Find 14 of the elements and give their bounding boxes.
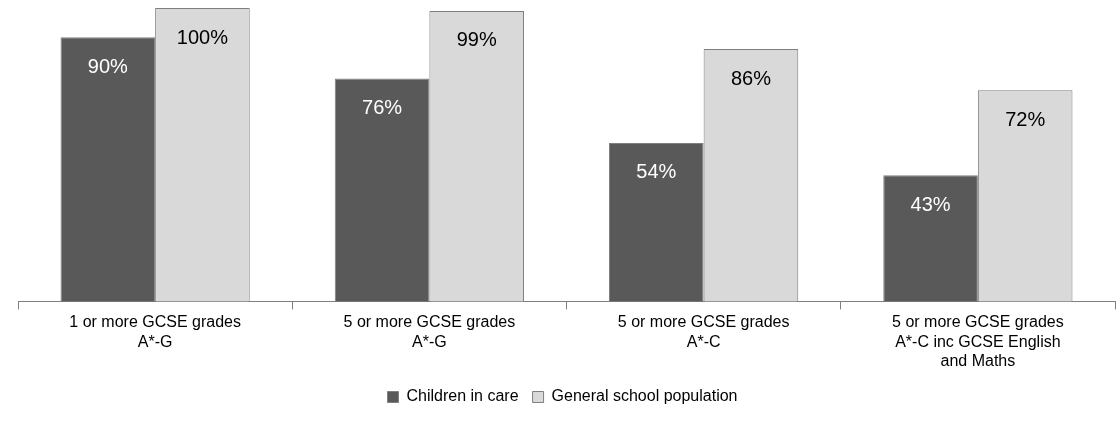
data-label: 100% xyxy=(176,25,229,48)
data-label: 86% xyxy=(730,66,772,89)
data-label: 99% xyxy=(456,28,497,51)
data-label: 76% xyxy=(362,95,403,118)
legend-label: General school population xyxy=(551,387,738,405)
x-tick-label: 5 or more GCSE grades A*-G xyxy=(343,313,516,350)
data-label: 90% xyxy=(87,54,129,77)
legend-label: Children in care xyxy=(406,387,519,405)
x-tick-label: 5 or more GCSE grades A*-C inc GCSE English and Maths xyxy=(892,313,1064,369)
data-label: 72% xyxy=(1005,107,1046,130)
data-label: 43% xyxy=(910,192,951,215)
data-label: 54% xyxy=(636,160,677,183)
x-tick-label: 1 or more GCSE grades A*-G xyxy=(69,313,241,350)
x-tick-label: 5 or more GCSE grades A*-C xyxy=(617,313,790,350)
